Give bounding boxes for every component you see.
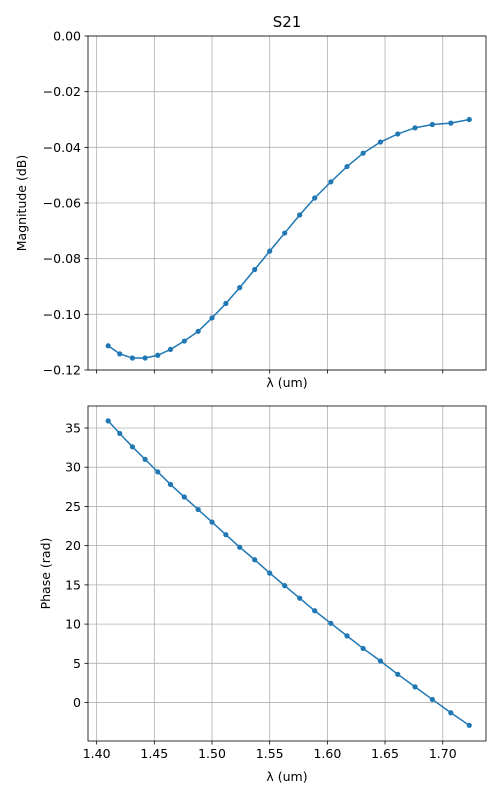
data-point xyxy=(282,230,288,236)
data-point xyxy=(412,684,418,690)
data-point xyxy=(282,583,288,589)
data-point xyxy=(155,352,161,358)
x-axis-label: λ (um) xyxy=(266,375,307,390)
y-tick-label: −0.04 xyxy=(43,140,81,155)
data-point xyxy=(344,633,350,639)
data-point xyxy=(312,195,318,201)
axes-frame xyxy=(87,405,487,742)
data-point xyxy=(142,456,148,462)
y-tick-label: 10 xyxy=(65,617,81,632)
data-point xyxy=(360,150,366,156)
series-line xyxy=(107,420,470,726)
y-tick-label: 0.00 xyxy=(53,29,81,44)
x-axis-label: λ (um) xyxy=(266,769,307,784)
x-tick-label: 1.50 xyxy=(198,746,226,761)
data-point xyxy=(267,570,273,576)
series-line xyxy=(107,118,470,359)
data-point xyxy=(252,266,258,273)
y-tick-label: 20 xyxy=(65,538,81,553)
data-point xyxy=(142,355,148,361)
data-point xyxy=(328,179,334,185)
y-tick-label: −0.08 xyxy=(43,251,81,266)
data-point xyxy=(167,346,174,353)
data-point xyxy=(395,131,401,137)
data-point xyxy=(117,351,123,357)
data-point xyxy=(412,125,418,131)
data-point xyxy=(297,595,303,601)
data-point xyxy=(223,300,229,307)
data-point xyxy=(448,120,454,126)
data-point xyxy=(312,608,318,614)
y-tick-label: 30 xyxy=(65,460,81,475)
data-point xyxy=(223,532,229,538)
x-tick-label: 1.55 xyxy=(256,746,284,761)
y-axis-label: Phase (rad) xyxy=(38,538,53,610)
data-point xyxy=(328,620,334,626)
y-tick-label: 25 xyxy=(65,499,81,514)
data-point xyxy=(267,248,273,254)
data-point xyxy=(344,163,350,170)
y-tick-label: 15 xyxy=(65,577,81,592)
data-point xyxy=(429,121,435,128)
x-tick-label: 1.40 xyxy=(83,746,111,761)
data-point xyxy=(117,430,123,437)
data-point xyxy=(360,645,366,652)
data-point xyxy=(129,444,136,450)
data-point xyxy=(167,481,174,488)
data-point xyxy=(105,343,111,349)
data-point xyxy=(181,494,187,500)
data-point xyxy=(195,328,201,334)
data-point xyxy=(237,544,243,550)
y-tick-label: −0.02 xyxy=(43,84,81,99)
data-point xyxy=(129,355,136,361)
x-tick-label: 1.60 xyxy=(313,746,341,761)
y-tick-label: 35 xyxy=(65,420,81,435)
data-point xyxy=(195,506,201,513)
data-point xyxy=(252,557,258,563)
data-point xyxy=(105,418,111,424)
data-point xyxy=(377,139,384,145)
data-point xyxy=(155,469,161,475)
data-point xyxy=(429,696,435,703)
data-point xyxy=(209,519,215,525)
x-tick-label: 1.45 xyxy=(140,746,168,761)
data-point xyxy=(209,315,215,321)
data-point xyxy=(466,116,472,123)
data-point xyxy=(466,722,472,728)
data-point xyxy=(377,658,384,664)
y-tick-label: 0 xyxy=(73,695,81,710)
phase-subplot: 1.40 1.45 1.50 1.55 1.60 1.65 1.70 0 5 10 15 20 25 30… xyxy=(38,405,487,784)
y-tick-label: −0.12 xyxy=(43,363,81,378)
y-tick-label: −0.06 xyxy=(43,196,81,211)
chart-title: S21 xyxy=(273,13,302,31)
data-point xyxy=(237,285,243,291)
data-point xyxy=(395,671,401,677)
y-tick-label: −0.10 xyxy=(43,307,81,322)
magnitude-subplot: 0.00 −0.02 −0.04 −0.06 −0.08 −0.10 −0.12 S21 λ (… xyxy=(14,13,487,390)
y-tick-label: 5 xyxy=(73,656,81,671)
x-tick-label: 1.65 xyxy=(371,746,399,761)
data-point xyxy=(181,338,187,344)
y-axis-label: Magnitude (dB) xyxy=(14,155,29,251)
data-point xyxy=(297,212,303,218)
x-tick-label: 1.70 xyxy=(429,746,457,761)
data-point xyxy=(448,710,454,716)
